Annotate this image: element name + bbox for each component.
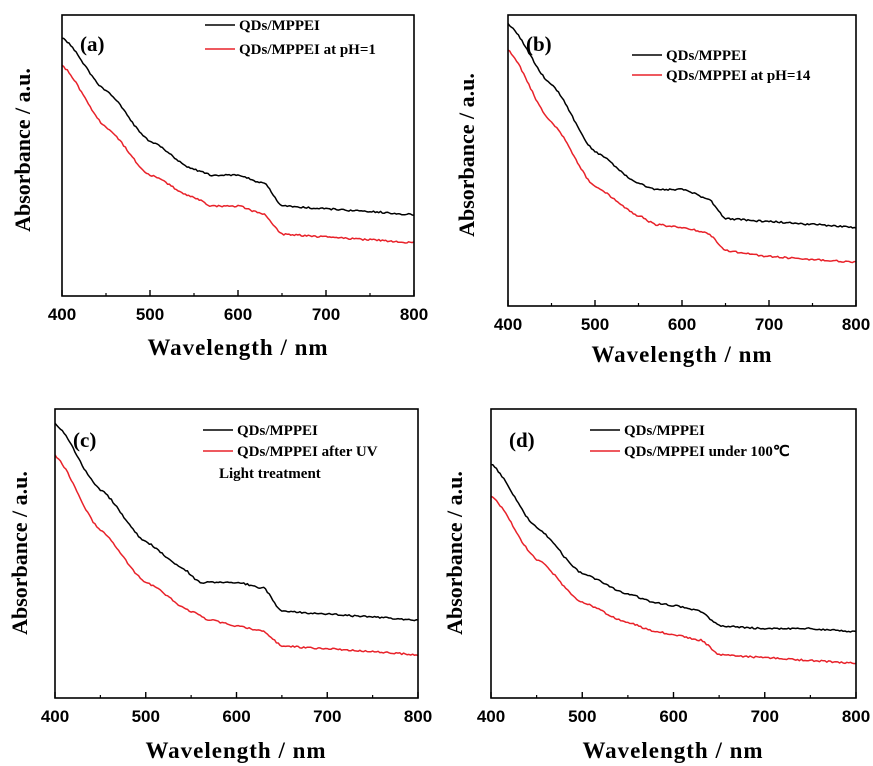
chart-panel-1: 400 500 600 700 800 Wavelength / nm Absorbance… xyxy=(454,14,870,367)
y-axis-title: Absorbance / a.u. xyxy=(454,73,479,237)
series-line-0 xyxy=(61,37,415,217)
x-tick-label: 800 xyxy=(842,707,870,726)
legend-label-1-line2: Light treatment xyxy=(219,466,321,482)
legend-label-1: QDs/MPPEI at pH=14 xyxy=(666,68,811,84)
x-tick-label: 500 xyxy=(581,315,609,334)
x-tick-label: 400 xyxy=(48,305,76,324)
panel-label: (a) xyxy=(80,32,105,56)
x-tick-label: 500 xyxy=(136,305,164,324)
legend-label-1: QDs/MPPEI after UV xyxy=(237,444,378,460)
legend-label-0: QDs/MPPEI xyxy=(666,48,747,64)
x-axis-title: Wavelength / nm xyxy=(582,738,763,763)
x-tick-label: 600 xyxy=(659,707,687,726)
x-tick-label: 700 xyxy=(755,315,783,334)
x-tick-label: 800 xyxy=(842,315,870,334)
chart-panel-2: 400 500 600 700 800 Wavelength / nm Absorbance… xyxy=(7,408,432,763)
x-tick-label: 800 xyxy=(404,707,432,726)
chart-panel-3: 400 500 600 700 800 Wavelength / nm Absorbance… xyxy=(442,408,870,763)
legend-label-0: QDs/MPPEI xyxy=(239,18,320,34)
legend-label-0: QDs/MPPEI xyxy=(624,423,705,439)
series-line-1 xyxy=(490,495,857,665)
y-axis-title: Absorbance / a.u. xyxy=(10,68,35,232)
x-axis-title: Wavelength / nm xyxy=(145,738,326,763)
x-tick-label: 800 xyxy=(400,305,428,324)
series-line-1 xyxy=(507,49,856,264)
panel-label: (b) xyxy=(526,32,552,56)
x-tick-label: 400 xyxy=(477,707,505,726)
series-line-0 xyxy=(490,463,857,633)
y-axis-title: Absorbance / a.u. xyxy=(442,471,467,635)
legend-label-1: QDs/MPPEI under 100℃ xyxy=(624,444,790,460)
y-axis-title: Absorbance / a.u. xyxy=(7,471,32,635)
chart-panel-0: 400 500 600 700 800 Wavelength / nm Absorbance… xyxy=(10,14,428,360)
x-tick-label: 400 xyxy=(41,707,69,726)
x-axis-title: Wavelength / nm xyxy=(147,335,328,360)
series-line-1 xyxy=(54,454,419,657)
x-tick-label: 700 xyxy=(312,305,340,324)
x-axis-title: Wavelength / nm xyxy=(591,342,772,367)
panel-label: (d) xyxy=(509,428,535,452)
x-tick-label: 600 xyxy=(222,707,250,726)
legend-label-0: QDs/MPPEI xyxy=(237,423,318,439)
x-tick-label: 600 xyxy=(668,315,696,334)
series-line-1 xyxy=(61,64,415,244)
x-tick-label: 700 xyxy=(313,707,341,726)
x-tick-label: 400 xyxy=(494,315,522,334)
panel-label: (c) xyxy=(73,428,96,452)
x-tick-label: 600 xyxy=(224,305,252,324)
x-tick-label: 700 xyxy=(751,707,779,726)
series-line-0 xyxy=(507,23,857,229)
series-line-0 xyxy=(54,422,419,622)
x-tick-label: 500 xyxy=(568,707,596,726)
legend-label-1: QDs/MPPEI at pH=1 xyxy=(239,42,376,58)
x-tick-label: 500 xyxy=(132,707,160,726)
